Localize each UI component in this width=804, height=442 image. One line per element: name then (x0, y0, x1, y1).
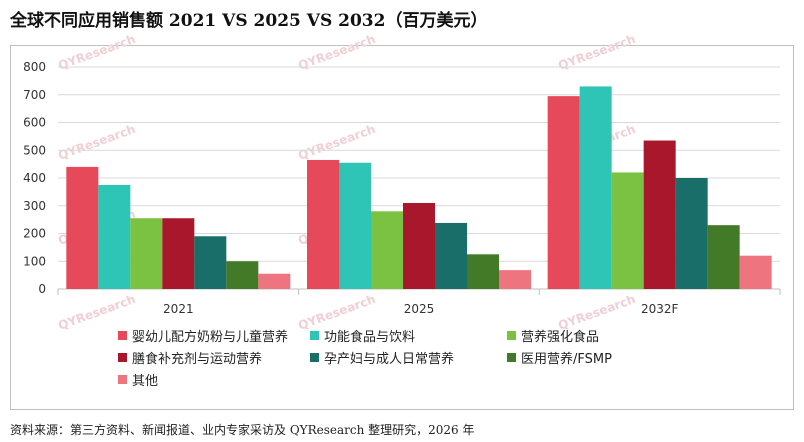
y-tick-label: 400 (23, 171, 46, 185)
bar (339, 162, 371, 289)
x-tick-label: 2021 (163, 302, 194, 316)
watermark-text: QYResearch (296, 122, 377, 163)
y-tick-label: 600 (23, 116, 46, 130)
bars (66, 86, 772, 289)
bar (579, 86, 612, 289)
legend-swatch (310, 353, 319, 362)
legend-label: 其他 (132, 374, 158, 389)
watermark-text: QYResearch (56, 122, 137, 163)
x-axis-ticks: 2021 2025 2032F (163, 302, 678, 316)
bar (675, 178, 708, 289)
legend-label: 孕产妇与成人日常营养 (324, 351, 454, 367)
legend-label: 医用营养/FSMP (521, 351, 612, 367)
watermark-text: QYResearch (296, 292, 377, 333)
legend-label: 营养强化食品 (521, 329, 599, 345)
y-tick-label: 500 (23, 143, 46, 157)
bar (194, 236, 227, 289)
bar (130, 218, 163, 289)
y-tick-label: 700 (23, 88, 46, 102)
legend-swatch (507, 353, 516, 362)
bar (98, 184, 131, 289)
bar (258, 273, 291, 289)
bar (467, 254, 499, 289)
bar (739, 255, 772, 289)
y-tick-label: 800 (23, 60, 46, 74)
y-tick-label: 100 (23, 254, 46, 268)
y-axis-ticks: 0 100 200 300 400 500 600 700 800 (23, 60, 46, 296)
bar (643, 140, 676, 289)
x-tick-label: 2025 (404, 302, 435, 316)
y-tick-label: 200 (23, 227, 46, 241)
chart-title: 全球不同应用销售额 2021 VS 2025 VS 2032（百万美元） (10, 11, 488, 31)
bar (611, 172, 644, 289)
bar (307, 159, 339, 289)
source-note: 资料来源：第三方资料、新闻报道、业内专家采访及 QYResearch 整理研究，… (10, 423, 475, 437)
bar (499, 270, 531, 289)
legend-label: 婴幼儿配方奶粉与儿童营养 (132, 329, 288, 345)
bar (226, 261, 259, 289)
legend-label: 膳食补充剂与运动营养 (132, 351, 262, 367)
bar (547, 96, 580, 289)
legend-swatch (310, 331, 319, 340)
bar (435, 222, 467, 289)
watermark-text: QYResearch (556, 292, 637, 333)
legend-swatch (118, 331, 127, 340)
bar (162, 218, 195, 289)
watermark-text: QYResearch (56, 292, 137, 333)
y-tick-label: 300 (23, 199, 46, 213)
bar (707, 225, 740, 289)
bar (66, 166, 99, 289)
legend-swatch (118, 353, 127, 362)
legend-swatch (507, 331, 516, 340)
bar (403, 202, 435, 289)
x-tick-label: 2032F (641, 302, 679, 316)
legend-swatch (118, 375, 127, 384)
y-tick-label: 0 (38, 282, 46, 296)
legend-label: 功能食品与饮料 (324, 329, 415, 345)
bar (371, 211, 403, 289)
